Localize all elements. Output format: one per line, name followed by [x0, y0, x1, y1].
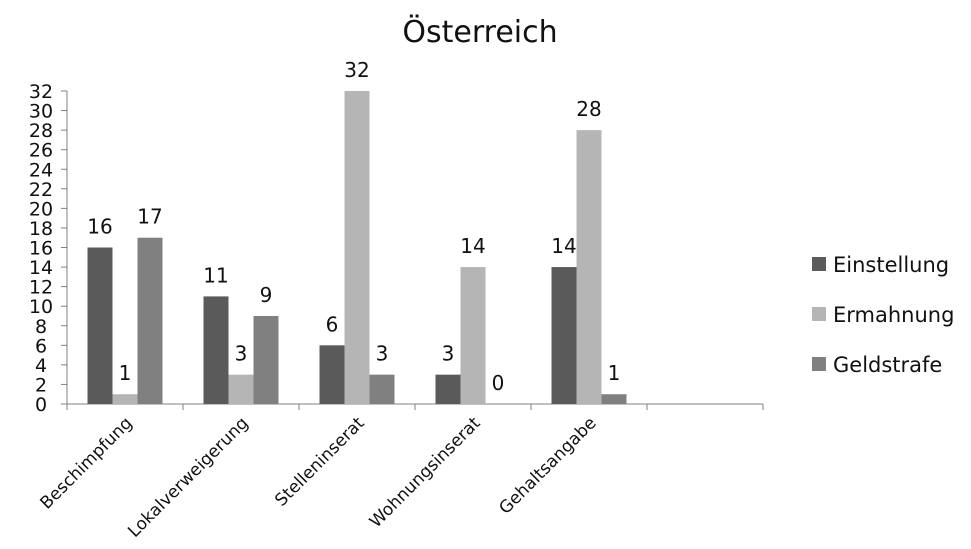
y-tick-label: 26 — [29, 140, 53, 162]
data-label: 16 — [87, 215, 112, 239]
y-tick-label: 4 — [35, 355, 47, 377]
x-tick-label: Lokalverweigerung — [124, 413, 252, 541]
data-label: 3 — [376, 342, 389, 366]
data-label: 32 — [344, 58, 369, 82]
y-tick-label: 2 — [35, 374, 47, 396]
bar — [319, 345, 345, 404]
legend-label: Geldstrafe — [833, 353, 942, 377]
y-tick-label: 10 — [29, 296, 53, 318]
bar — [87, 247, 113, 404]
data-label: 9 — [260, 283, 273, 307]
data-label: 11 — [203, 263, 228, 287]
y-tick-label: 14 — [29, 257, 53, 279]
x-tick-label: Wohnungsinserat — [366, 413, 485, 532]
bar — [112, 394, 138, 404]
data-label: 3 — [442, 342, 455, 366]
y-tick-label: 32 — [29, 81, 53, 103]
bar — [551, 267, 577, 404]
bar — [369, 374, 395, 404]
data-label: 1 — [119, 361, 132, 385]
data-label: 28 — [576, 97, 601, 121]
y-tick-label: 20 — [29, 198, 53, 220]
y-tick-label: 12 — [29, 277, 53, 299]
bar — [601, 394, 627, 404]
plot-area: 02468101214161820222426283032Beschimpfun… — [29, 58, 764, 542]
y-tick-label: 0 — [35, 394, 47, 416]
y-tick-label: 28 — [29, 120, 53, 142]
y-tick-label: 18 — [29, 218, 53, 240]
legend: Einstellung Ermahnung Geldstrafe — [812, 253, 954, 377]
data-label: 17 — [137, 205, 162, 229]
legend-swatch — [812, 307, 826, 321]
bar — [435, 374, 461, 404]
x-tick-label: Beschimpfung — [36, 413, 136, 513]
data-label: 6 — [326, 312, 339, 336]
bar — [137, 237, 163, 404]
bar — [228, 374, 254, 404]
legend-label: Einstellung — [833, 253, 949, 277]
data-label: 14 — [551, 234, 576, 258]
chart-title: Österreich — [402, 14, 557, 50]
bar — [344, 91, 370, 404]
x-tick-label: Stelleninserat — [271, 413, 368, 510]
legend-swatch — [812, 357, 826, 371]
data-label: 14 — [460, 234, 485, 258]
bar — [460, 267, 486, 404]
bar — [253, 315, 279, 404]
bar — [203, 296, 229, 404]
data-label: 0 — [492, 371, 505, 395]
x-tick-label: Gehaltsangabe — [495, 413, 600, 518]
y-tick-label: 24 — [29, 159, 53, 181]
legend-label: Ermahnung — [833, 303, 954, 327]
data-label: 3 — [235, 342, 248, 366]
legend-swatch — [812, 257, 826, 271]
data-label: 1 — [608, 361, 621, 385]
y-tick-label: 22 — [29, 179, 53, 201]
y-tick-label: 30 — [29, 101, 53, 123]
y-tick-label: 8 — [35, 316, 47, 338]
y-tick-label: 6 — [35, 335, 47, 357]
y-tick-label: 16 — [29, 238, 53, 260]
bar — [576, 130, 602, 404]
